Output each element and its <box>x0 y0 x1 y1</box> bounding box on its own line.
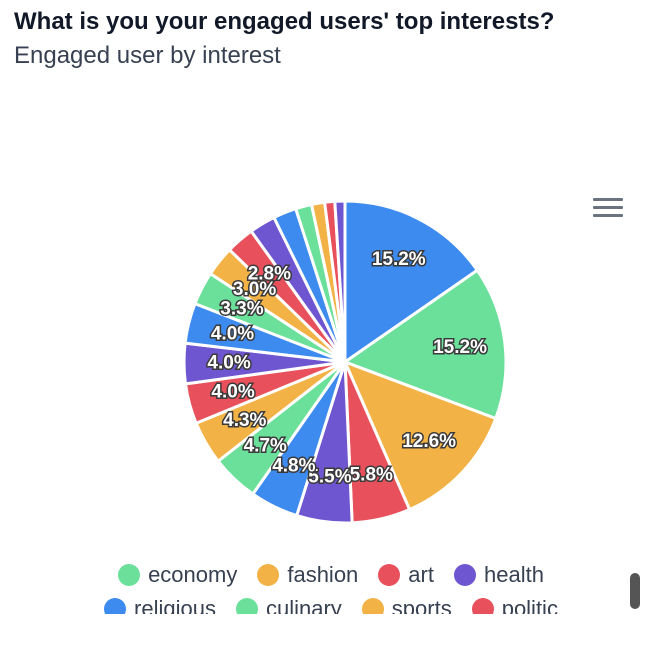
legend-marker-icon <box>378 564 401 586</box>
slice-data-label: 5.8% <box>350 464 393 485</box>
menu-bar <box>593 214 623 217</box>
pie-slice[interactable] <box>343 268 508 421</box>
legend-marker-icon <box>118 564 141 586</box>
chart-subtitle: Engaged user by interest <box>14 42 281 69</box>
pie-slice[interactable] <box>333 199 347 364</box>
legend-label: health <box>483 562 544 587</box>
legend-label: fashion <box>287 562 359 587</box>
legend-item[interactable]: culinary <box>235 596 342 614</box>
legend-item[interactable]: art <box>378 562 434 588</box>
legend-marker-icon <box>257 564 280 586</box>
legend-label: religious <box>134 596 216 614</box>
chart-title: What is you your engaged users' top inte… <box>14 8 555 35</box>
hamburger-menu-icon[interactable] <box>590 194 626 222</box>
legend-item[interactable]: fashion <box>257 562 358 588</box>
legend-marker-icon <box>361 598 384 614</box>
legend-row: religious culinary sports politic <box>0 592 662 614</box>
slice-data-label: 15.2% <box>433 337 487 358</box>
slice-data-label: 2.8% <box>248 264 291 285</box>
legend-item[interactable]: politic <box>471 596 558 614</box>
legend-label: culinary <box>265 596 342 614</box>
pie-slice[interactable] <box>343 360 498 511</box>
legend-item[interactable]: economy <box>118 562 237 588</box>
legend-label: economy <box>148 562 238 587</box>
legend-label: politic <box>501 596 558 614</box>
legend-label: sports <box>391 596 452 614</box>
legend-label: art <box>408 562 434 587</box>
slice-data-label: 3.0% <box>233 279 276 300</box>
menu-bar <box>593 206 623 209</box>
pie-slice[interactable] <box>343 199 479 364</box>
legend-scrollbar[interactable] <box>630 573 640 609</box>
slice-data-label: 4.8% <box>272 456 315 477</box>
menu-bar <box>593 198 623 201</box>
legend-marker-icon <box>104 598 127 614</box>
slice-data-label: 5.5% <box>308 466 351 487</box>
slice-data-label: 4.0% <box>211 382 254 403</box>
legend-marker-icon <box>453 564 476 586</box>
slice-data-label: 4.7% <box>244 436 287 457</box>
slice-data-label: 15.2% <box>372 249 426 270</box>
pie-chart: 15.2% 15.2% 12.6% 5.8%5.5%4.8%4.7% 4.3% 4.0% 4… <box>182 199 508 525</box>
legend-marker-icon <box>235 598 258 614</box>
slice-data-label: 4.0% <box>211 323 254 344</box>
legend-item[interactable]: health <box>453 562 544 588</box>
slice-data-label: 4.0% <box>207 353 250 374</box>
legend-row: economy fashion art health <box>0 558 662 592</box>
slice-data-label: 3.3% <box>220 298 263 319</box>
slice-data-label: 12.6% <box>402 431 456 452</box>
slice-data-label: 4.3% <box>223 410 266 431</box>
legend-marker-icon <box>471 598 494 614</box>
legend: economy fashion art health religious culinar… <box>0 558 662 614</box>
legend-item[interactable]: religious <box>104 596 216 614</box>
legend-item[interactable]: sports <box>361 596 452 614</box>
